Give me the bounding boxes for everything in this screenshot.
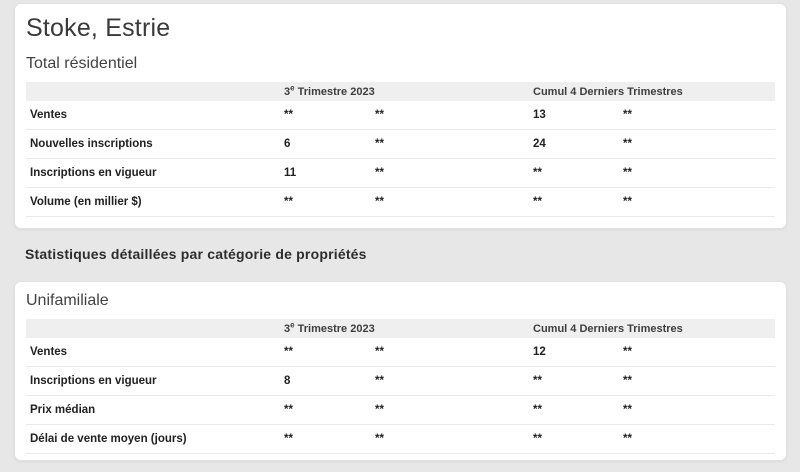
- table-row: Inscriptions en vigueur 11 ** ** **: [26, 159, 775, 188]
- cell-value: **: [623, 433, 632, 445]
- cell-value: **: [284, 196, 293, 208]
- table-row: Délai de vente moyen (jours) ** ** ** **: [26, 425, 775, 454]
- table-row: Ventes ** ** 12 **: [26, 338, 775, 367]
- section-heading-detailed-stats: Statistiques détaillées par catégorie de…: [25, 246, 367, 262]
- cell-value: **: [623, 346, 632, 358]
- cell-value: **: [375, 138, 384, 150]
- cell-value: 13: [533, 109, 546, 121]
- cell-value: **: [375, 375, 384, 387]
- header-period-cumulative: Cumul 4 Derniers Trimestres: [533, 85, 683, 98]
- cell-value: **: [284, 346, 293, 358]
- table-total-residentiel: 3e Trimestre 2023 Cumul 4 Derniers Trime…: [26, 82, 775, 217]
- cell-value: **: [375, 196, 384, 208]
- row-label: Ventes: [30, 109, 68, 121]
- cell-value: **: [533, 167, 542, 179]
- table-title-total-residentiel: Total résidentiel: [26, 55, 138, 72]
- cell-value: **: [375, 346, 384, 358]
- row-label: Inscriptions en vigueur: [30, 375, 157, 387]
- row-label: Inscriptions en vigueur: [30, 167, 157, 179]
- cell-value: 8: [284, 375, 291, 387]
- cell-value: **: [375, 433, 384, 445]
- cell-value: 12: [533, 346, 546, 358]
- cell-value: 24: [533, 138, 546, 150]
- table-row: Prix médian ** ** ** **: [26, 396, 775, 425]
- cell-value: **: [375, 404, 384, 416]
- header-period-current: 3e Trimestre 2023: [284, 319, 375, 335]
- card-total-residentiel: Stoke, Estrie Total résidentiel 3e Trime…: [14, 3, 787, 229]
- cell-value: **: [623, 109, 632, 121]
- cell-value: **: [623, 404, 632, 416]
- cell-value: 11: [284, 167, 297, 179]
- table-row: Nouvelles inscriptions 6 ** 24 **: [26, 130, 775, 159]
- cell-value: **: [623, 138, 632, 150]
- ordinal-superscript: e: [290, 319, 295, 329]
- cell-value: **: [533, 433, 542, 445]
- table-row: Ventes ** ** 13 **: [26, 101, 775, 130]
- row-label: Prix médian: [30, 404, 96, 416]
- cell-value: **: [533, 196, 542, 208]
- header-period-current: 3e Trimestre 2023: [284, 82, 375, 98]
- cell-value: **: [533, 375, 542, 387]
- cell-value: **: [284, 404, 293, 416]
- row-label: Nouvelles inscriptions: [30, 138, 153, 150]
- table-header-row: 3e Trimestre 2023 Cumul 4 Derniers Trime…: [26, 82, 775, 101]
- cell-value: **: [284, 433, 293, 445]
- table-unifamiliale: 3e Trimestre 2023 Cumul 4 Derniers Trime…: [26, 319, 775, 454]
- table-title-unifamiliale: Unifamiliale: [26, 292, 109, 309]
- cell-value: **: [375, 109, 384, 121]
- cell-value: 6: [284, 138, 291, 150]
- card-unifamiliale: Unifamiliale 3e Trimestre 2023 Cumul 4 D…: [14, 281, 787, 461]
- row-label: Ventes: [30, 346, 68, 358]
- table-header-row: 3e Trimestre 2023 Cumul 4 Derniers Trime…: [26, 319, 775, 338]
- cell-value: **: [623, 167, 632, 179]
- header-period-cumulative: Cumul 4 Derniers Trimestres: [533, 322, 683, 335]
- table-row: Inscriptions en vigueur 8 ** ** **: [26, 367, 775, 396]
- cell-value: **: [533, 404, 542, 416]
- cell-value: **: [623, 196, 632, 208]
- cell-value: **: [375, 167, 384, 179]
- row-label: Délai de vente moyen (jours): [30, 433, 187, 445]
- ordinal-superscript: e: [290, 82, 295, 92]
- page-title: Stoke, Estrie: [26, 14, 171, 42]
- cell-value: **: [284, 109, 293, 121]
- row-label: Volume (en millier $): [30, 196, 142, 208]
- cell-value: **: [623, 375, 632, 387]
- table-row: Volume (en millier $) ** ** ** **: [26, 188, 775, 217]
